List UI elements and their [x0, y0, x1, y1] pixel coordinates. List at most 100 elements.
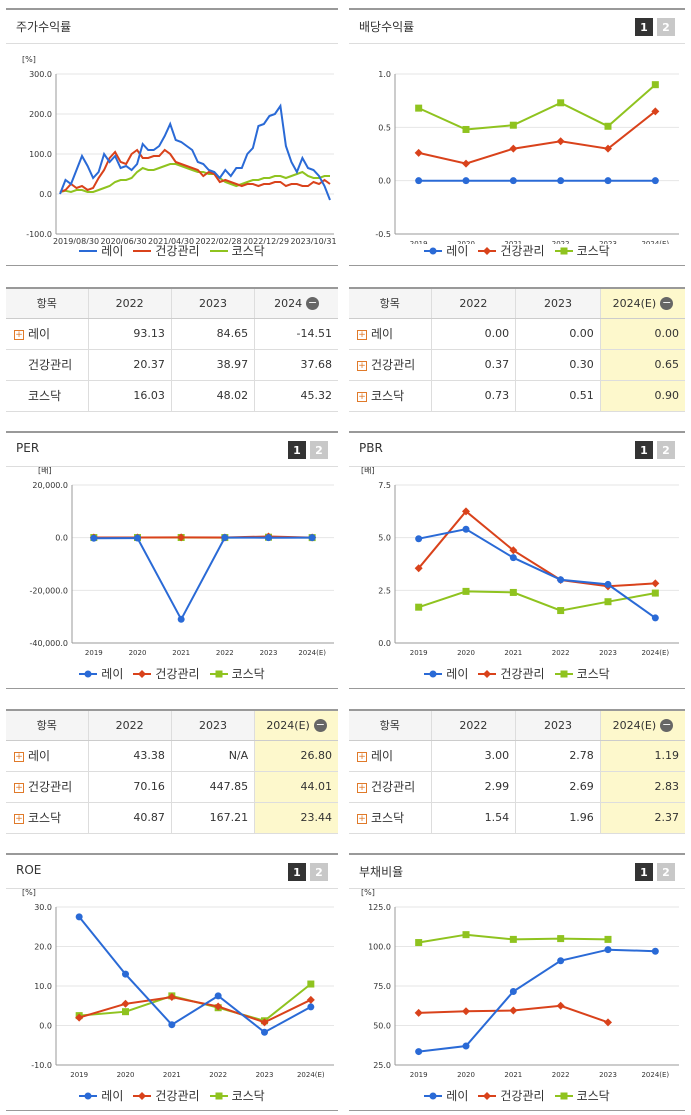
- x-tick-label: 2023: [599, 240, 617, 244]
- data-point: [168, 1021, 176, 1029]
- data-point: [221, 534, 229, 542]
- legend-marker: [424, 247, 443, 254]
- row-label[interactable]: + 레이: [6, 740, 88, 772]
- per-table: 항목 2022 2023 2024(E) − + 레이 43.38 N/A 26.80 + 건강관리 7…: [6, 709, 338, 834]
- x-tick-label: 2020/06/30: [100, 237, 146, 244]
- table-row: + 건강관리 70.16 447.85 44.01: [6, 771, 338, 803]
- dividend-header: 배당수익률 1 2: [349, 8, 685, 44]
- row-label-text: 레이: [371, 327, 394, 341]
- page-2-button[interactable]: 2: [310, 441, 328, 459]
- table-cell: 40.87: [87, 802, 172, 834]
- expand-icon[interactable]: +: [357, 813, 367, 824]
- expand-icon[interactable]: +: [14, 751, 24, 762]
- debt-chart: [%] 125.0 100.0 75.0 50.0 25.0 2019 2020 2021 202…: [361, 889, 679, 1079]
- data-point: [214, 1002, 223, 1011]
- page-1-button[interactable]: 1: [288, 863, 306, 881]
- legend-point: [483, 246, 492, 255]
- data-point: [651, 614, 659, 622]
- row-label[interactable]: + 코스닥: [349, 802, 431, 834]
- row-label[interactable]: + 레이: [349, 318, 431, 350]
- table-header-row: 항목 2022 2023 2024(E) −: [349, 287, 685, 319]
- series-line-1: [417, 509, 656, 588]
- column-header: 2022: [430, 287, 516, 319]
- page-2-button[interactable]: 2: [657, 18, 675, 36]
- x-tick-label: 2021: [172, 649, 190, 657]
- expand-icon[interactable]: +: [357, 782, 367, 793]
- expand-icon[interactable]: +: [14, 813, 24, 824]
- row-label[interactable]: + 건강관리: [349, 349, 431, 381]
- column-header: 2023: [170, 287, 255, 319]
- expand-icon[interactable]: +: [14, 782, 24, 793]
- collapse-icon[interactable]: −: [660, 718, 674, 732]
- y-tick-label: 100.0: [368, 943, 391, 952]
- page-2-button[interactable]: 2: [657, 863, 675, 881]
- y-tick-label: 0.0: [55, 534, 68, 543]
- collapse-icon[interactable]: −: [313, 718, 327, 732]
- series-line-0: [78, 916, 312, 1034]
- x-tick-label: 2020: [117, 1071, 135, 1079]
- row-label[interactable]: + 건강관리: [349, 771, 431, 803]
- table-cell: 0.73: [430, 380, 516, 412]
- column-header-label: 2023: [543, 296, 572, 310]
- row-label[interactable]: + 레이: [6, 318, 88, 350]
- data-point: [462, 587, 470, 595]
- page-2-button[interactable]: 2: [310, 863, 328, 881]
- table-cell: -14.51: [254, 318, 338, 350]
- column-header-label: 2024(E): [266, 718, 310, 732]
- legend-marker: [424, 1092, 443, 1099]
- table-cell: 70.16: [87, 771, 172, 803]
- table-row: + 코스닥 1.54 1.96 2.37: [349, 802, 685, 834]
- page-1-button[interactable]: 1: [288, 441, 306, 459]
- expand-icon[interactable]: +: [357, 391, 367, 402]
- column-header-label: 2022: [459, 718, 488, 732]
- data-point: [509, 1006, 518, 1015]
- page-1-button[interactable]: 1: [635, 441, 653, 459]
- legend-marker: [79, 1092, 98, 1099]
- legend-point: [138, 669, 147, 678]
- legend-point: [560, 247, 568, 254]
- data-point: [651, 947, 659, 955]
- table-header-row: 항목 2022 2023 2024(E) −: [6, 709, 338, 741]
- data-point: [604, 946, 612, 954]
- table-cell: 26.80: [254, 740, 338, 772]
- expand-icon[interactable]: +: [14, 329, 24, 340]
- legend-item: 레이: [79, 242, 123, 259]
- legend-label: 코스닥: [231, 244, 265, 258]
- row-label-text: 레이: [28, 327, 51, 341]
- row-label[interactable]: + 건강관리: [6, 771, 88, 803]
- legend-item: 코스닥: [554, 665, 610, 682]
- legend-label: 건강관리: [500, 667, 545, 681]
- x-tick-label: 2022: [209, 1071, 227, 1079]
- dividend-chart: 1.0 0.5 0.0 -0.5 2019 2020 2021 2022 2023 2024(E): [375, 70, 679, 244]
- data-point: [462, 1007, 470, 1016]
- collapse-icon[interactable]: −: [660, 296, 674, 310]
- table-cell: 0.00: [599, 318, 685, 350]
- legend-marker: [209, 249, 228, 252]
- legend-marker: [133, 1091, 152, 1100]
- y-tick-label: 25.0: [373, 1061, 391, 1070]
- dividend-panel: 배당수익률 1 2 1.0 0.5 0.0 -0.5 2019 2020 2021 2022 2…: [349, 8, 685, 266]
- page-1-button[interactable]: 1: [635, 863, 653, 881]
- table-row: + 건강관리 2.99 2.69 2.83: [349, 771, 685, 803]
- y-tick-label: 20,000.0: [32, 481, 68, 490]
- expand-icon[interactable]: +: [357, 360, 367, 371]
- x-tick-label: 2023: [599, 649, 617, 657]
- expand-icon[interactable]: +: [357, 329, 367, 340]
- page-2-button[interactable]: 2: [657, 441, 675, 459]
- y-tick-label: 75.0: [373, 982, 391, 991]
- pbr-table: 항목 2022 2023 2024(E) − + 레이 3.00 2.78 1.19 + 건강관리 2.…: [349, 709, 685, 834]
- page-1-button[interactable]: 1: [635, 18, 653, 36]
- legend-item: 건강관리: [478, 1087, 545, 1104]
- expand-icon[interactable]: +: [357, 751, 367, 762]
- y-tick-label: 5.0: [378, 534, 391, 543]
- collapse-icon[interactable]: −: [306, 296, 320, 310]
- legend-label: 레이: [101, 244, 124, 258]
- series-line-2: [418, 83, 656, 131]
- data-point: [556, 137, 565, 146]
- row-label[interactable]: + 레이: [349, 740, 431, 772]
- row-label[interactable]: + 코스닥: [349, 380, 431, 412]
- data-point: [557, 576, 565, 584]
- pbr-legend: 레이 건강관리 코스닥: [349, 665, 685, 682]
- row-label[interactable]: + 코스닥: [6, 802, 88, 834]
- legend-marker: [79, 249, 98, 252]
